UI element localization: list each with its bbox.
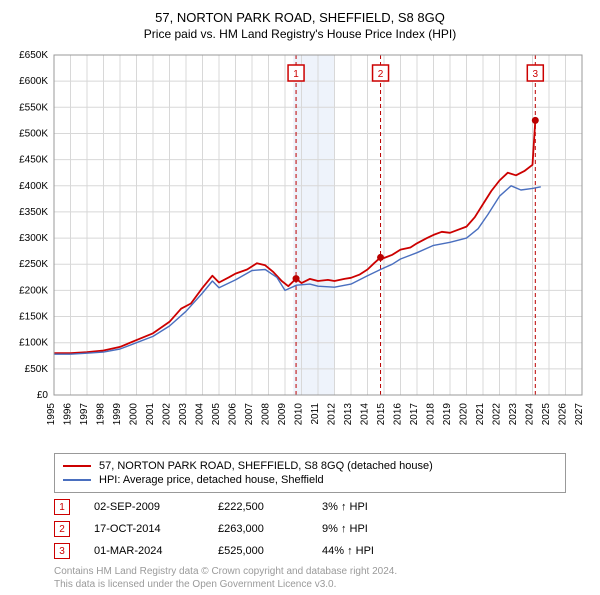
legend-swatch bbox=[63, 465, 91, 467]
sale-row: 3 01-MAR-2024 £525,000 44% ↑ HPI bbox=[54, 543, 566, 559]
sale-price: £222,500 bbox=[218, 501, 298, 513]
footer-line-1: Contains HM Land Registry data © Crown c… bbox=[54, 565, 566, 578]
svg-text:1: 1 bbox=[293, 69, 299, 80]
svg-text:£550K: £550K bbox=[19, 102, 48, 113]
svg-text:£500K: £500K bbox=[19, 128, 48, 139]
svg-text:2020: 2020 bbox=[459, 403, 470, 426]
svg-text:2003: 2003 bbox=[178, 403, 189, 426]
svg-text:2022: 2022 bbox=[492, 403, 503, 426]
svg-text:£0: £0 bbox=[37, 390, 49, 401]
svg-text:£300K: £300K bbox=[19, 233, 48, 244]
sale-marker: 1 bbox=[54, 499, 70, 515]
footer-line-2: This data is licensed under the Open Gov… bbox=[54, 578, 566, 591]
svg-text:2009: 2009 bbox=[277, 403, 288, 426]
svg-text:2026: 2026 bbox=[558, 403, 569, 426]
svg-text:1997: 1997 bbox=[79, 403, 90, 426]
svg-text:2001: 2001 bbox=[145, 403, 156, 426]
sale-marker: 2 bbox=[54, 521, 70, 537]
svg-text:2002: 2002 bbox=[162, 403, 173, 426]
svg-text:£400K: £400K bbox=[19, 181, 48, 192]
svg-text:2007: 2007 bbox=[244, 403, 255, 426]
svg-text:2014: 2014 bbox=[360, 403, 371, 426]
svg-text:£100K: £100K bbox=[19, 338, 48, 349]
svg-text:2010: 2010 bbox=[294, 403, 305, 426]
svg-text:1996: 1996 bbox=[63, 403, 74, 426]
svg-text:2000: 2000 bbox=[129, 403, 140, 426]
svg-text:£600K: £600K bbox=[19, 76, 48, 87]
svg-text:2005: 2005 bbox=[211, 403, 222, 426]
svg-text:2025: 2025 bbox=[541, 403, 552, 426]
svg-text:2004: 2004 bbox=[195, 403, 206, 426]
legend: 57, NORTON PARK ROAD, SHEFFIELD, S8 8GQ … bbox=[54, 453, 566, 493]
legend-swatch bbox=[63, 479, 91, 481]
svg-text:£250K: £250K bbox=[19, 259, 48, 270]
legend-label: 57, NORTON PARK ROAD, SHEFFIELD, S8 8GQ … bbox=[99, 460, 433, 472]
sales-table: 1 02-SEP-2009 £222,500 3% ↑ HPI 2 17-OCT-2014… bbox=[54, 499, 566, 559]
sale-row: 2 17-OCT-2014 £263,000 9% ↑ HPI bbox=[54, 521, 566, 537]
svg-text:2016: 2016 bbox=[393, 403, 404, 426]
svg-text:2006: 2006 bbox=[228, 403, 239, 426]
sale-price: £525,000 bbox=[218, 545, 298, 557]
svg-text:£350K: £350K bbox=[19, 207, 48, 218]
sale-price: £263,000 bbox=[218, 523, 298, 535]
legend-item: HPI: Average price, detached house, Shef… bbox=[63, 474, 557, 486]
svg-text:2008: 2008 bbox=[261, 403, 272, 426]
svg-text:3: 3 bbox=[533, 69, 539, 80]
sale-diff: 9% ↑ HPI bbox=[322, 523, 402, 535]
svg-text:£150K: £150K bbox=[19, 312, 48, 323]
svg-text:2021: 2021 bbox=[475, 403, 486, 426]
sale-date: 02-SEP-2009 bbox=[94, 501, 194, 513]
sale-row: 1 02-SEP-2009 £222,500 3% ↑ HPI bbox=[54, 499, 566, 515]
svg-text:2023: 2023 bbox=[508, 403, 519, 426]
sale-diff: 3% ↑ HPI bbox=[322, 501, 402, 513]
svg-text:2013: 2013 bbox=[343, 403, 354, 426]
svg-text:£450K: £450K bbox=[19, 155, 48, 166]
svg-text:2011: 2011 bbox=[310, 403, 321, 425]
svg-text:1998: 1998 bbox=[96, 403, 107, 426]
svg-text:2017: 2017 bbox=[409, 403, 420, 426]
svg-text:2027: 2027 bbox=[574, 403, 585, 426]
footer: Contains HM Land Registry data © Crown c… bbox=[54, 565, 566, 591]
svg-text:2015: 2015 bbox=[376, 403, 387, 426]
svg-text:2024: 2024 bbox=[525, 403, 536, 426]
sale-date: 01-MAR-2024 bbox=[94, 545, 194, 557]
svg-text:£650K: £650K bbox=[19, 51, 48, 61]
svg-text:1999: 1999 bbox=[112, 403, 123, 426]
chart-area: £0 £50K £100K £150K £200K £250K £300K £350K £400… bbox=[6, 51, 594, 445]
sale-date: 17-OCT-2014 bbox=[94, 523, 194, 535]
price-chart: £0 £50K £100K £150K £200K £250K £300K £350K £400… bbox=[6, 51, 594, 445]
legend-label: HPI: Average price, detached house, Shef… bbox=[99, 474, 324, 486]
svg-text:2012: 2012 bbox=[327, 403, 338, 426]
svg-text:2019: 2019 bbox=[442, 403, 453, 426]
svg-text:£50K: £50K bbox=[25, 364, 49, 375]
svg-text:2: 2 bbox=[378, 69, 384, 80]
svg-text:2018: 2018 bbox=[426, 403, 437, 426]
sale-diff: 44% ↑ HPI bbox=[322, 545, 402, 557]
page-root: 57, NORTON PARK ROAD, SHEFFIELD, S8 8GQ … bbox=[0, 0, 600, 595]
svg-text:1995: 1995 bbox=[46, 403, 57, 426]
legend-item: 57, NORTON PARK ROAD, SHEFFIELD, S8 8GQ … bbox=[63, 460, 557, 472]
svg-text:£200K: £200K bbox=[19, 285, 48, 296]
sale-marker: 3 bbox=[54, 543, 70, 559]
chart-subtitle: Price paid vs. HM Land Registry's House … bbox=[6, 27, 594, 41]
chart-title: 57, NORTON PARK ROAD, SHEFFIELD, S8 8GQ bbox=[6, 10, 594, 25]
